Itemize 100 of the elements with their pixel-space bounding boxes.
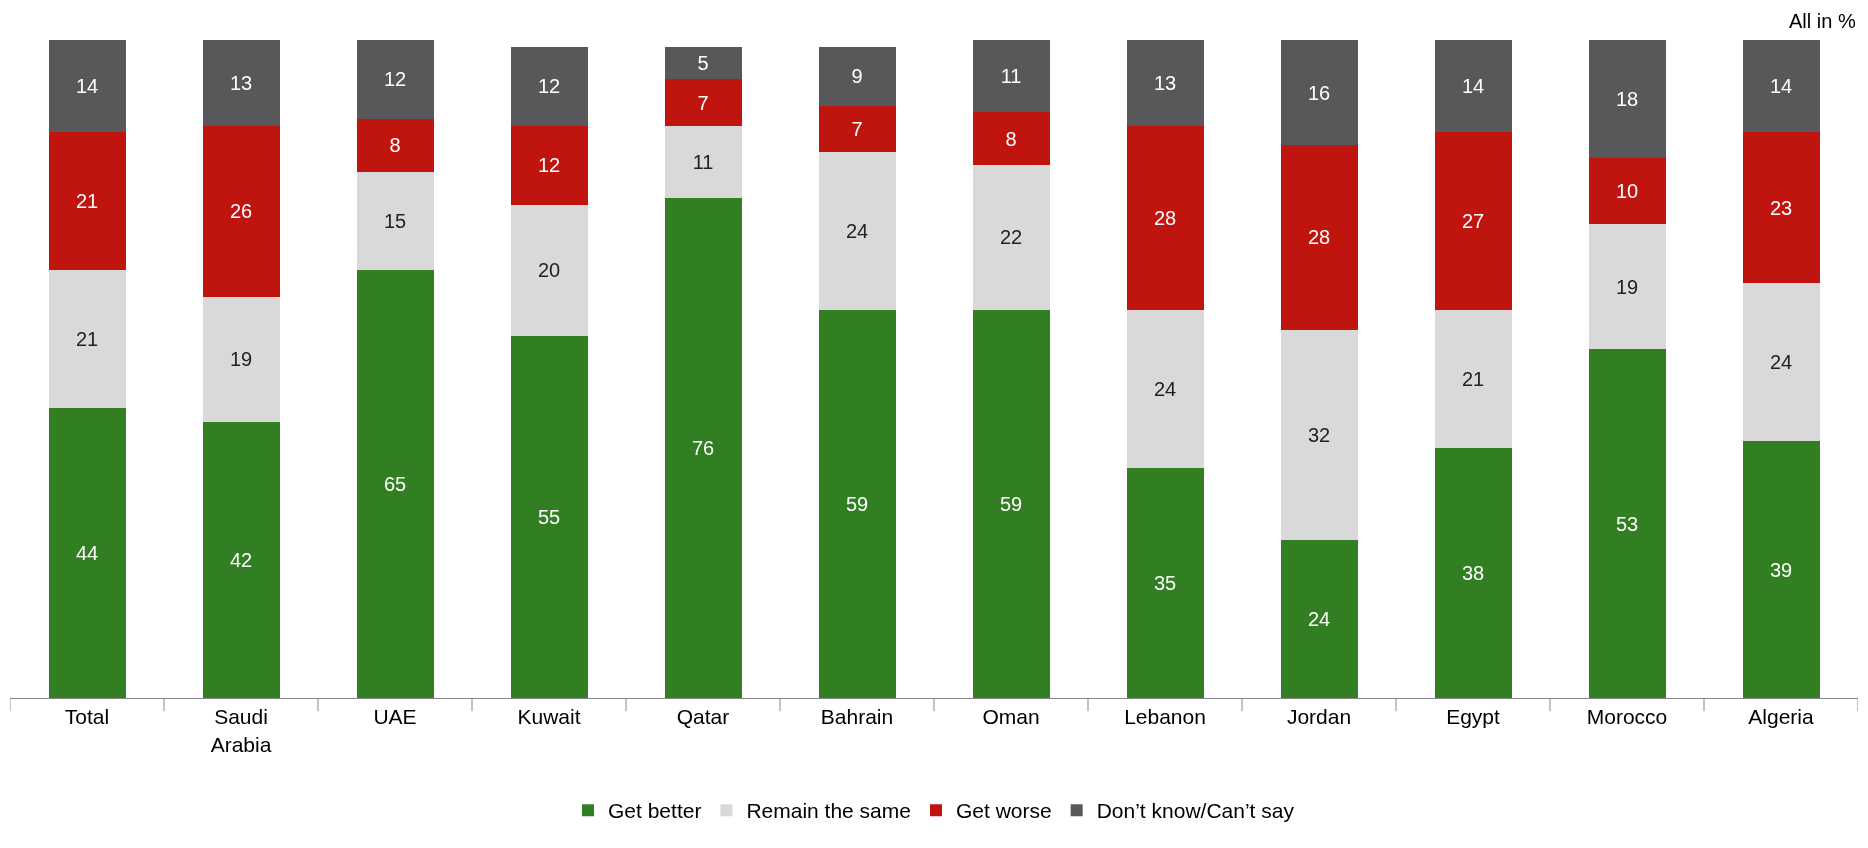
bar [356,40,434,119]
data-label: 21 [75,328,99,351]
bar [664,125,742,198]
bar [1126,309,1204,468]
bar [1742,40,1820,133]
data-label: 10 [1615,180,1639,203]
bar [818,105,896,152]
bar [972,309,1050,698]
data-label: 8 [389,134,401,157]
data-label: 5 [697,52,709,75]
data-label: 7 [697,91,709,114]
data-label: 8 [1005,127,1017,150]
text: All in % [1789,10,1856,32]
data-label: 28 [1307,226,1331,249]
data-label: 59 [845,492,869,515]
legend-label: Remain the same [746,799,911,823]
bar [818,309,896,698]
x-tick-label: Total [64,705,110,729]
data-label: 65 [383,473,407,496]
bar [1742,441,1820,698]
data-label: 24 [1307,608,1331,631]
bar [202,40,280,126]
x-tick-label: Lebanon [1124,705,1206,729]
data-label: 24 [1769,351,1793,374]
data-label: 13 [1153,71,1177,94]
data-label: 26 [229,200,253,223]
bar [1126,40,1204,126]
data-label: 21 [75,190,99,213]
data-label: 24 [1153,377,1177,400]
bar [1280,329,1358,541]
data-label: 76 [691,436,715,459]
bar [664,46,742,80]
bar [356,118,434,172]
bar [356,270,434,698]
data-label: 11 [692,150,714,173]
data-label: 11 [1000,65,1022,88]
legend-label: Get better [608,799,702,823]
data-label: 24 [845,219,869,242]
data-label: 14 [1769,75,1793,98]
x-tick-label: Kuwait [517,705,581,729]
bar [818,46,896,106]
data-label: 14 [75,75,99,98]
data-label: 13 [229,71,253,94]
data-label: 19 [1615,275,1639,298]
bar [1126,125,1204,310]
data-label: 18 [1615,88,1639,111]
data-label: 12 [383,68,407,91]
bar [1742,283,1820,442]
x-tick-label: Egypt [1446,705,1501,729]
bar [510,336,588,698]
bar [1588,158,1666,225]
bar [202,296,280,422]
bar [1280,40,1358,146]
bar [48,270,126,409]
bar [510,204,588,337]
data-label: 53 [1615,512,1639,535]
data-label: 32 [1307,423,1331,446]
bar [48,132,126,271]
x-tick-label: Qatar [676,705,730,729]
bar [1126,467,1204,698]
bar [48,40,126,133]
bar [664,197,742,698]
bar [48,408,126,698]
data-label: 27 [1461,209,1485,232]
data-label: 35 [1153,571,1177,594]
data-label: 55 [537,506,561,529]
bar [202,421,280,698]
data-label: 23 [1769,196,1793,219]
x-tick-label: Oman [982,705,1040,729]
bar [818,151,896,310]
data-label: 20 [537,259,561,282]
bar [1434,132,1512,310]
x-tick-label: Saudi Arabia [210,705,272,756]
x-tick-label: Algeria [1748,705,1814,729]
bar [356,171,434,271]
data-label: 21 [1461,367,1485,390]
bar [664,79,742,126]
x-tick-label: Morocco [1586,705,1668,729]
bar [1434,40,1512,133]
bar [1588,349,1666,698]
data-label: 15 [383,209,407,232]
data-label: 7 [851,117,863,140]
data-label: 59 [999,492,1023,515]
legend-label: Get worse [955,799,1052,823]
data-label: 38 [1461,561,1485,584]
bar [972,165,1050,310]
data-label: 42 [229,548,253,571]
data-label: 9 [851,65,863,88]
bar [510,125,588,205]
x-tick-label: UAE [373,705,417,729]
x-tick-label: Bahrain [820,705,894,729]
bar [1434,309,1512,448]
bar [1742,132,1820,284]
data-label: 14 [1461,75,1485,98]
bar [1434,447,1512,698]
bar [1280,540,1358,698]
data-label: 39 [1769,558,1793,581]
bar [972,112,1050,166]
x-tick-label: Jordan [1286,705,1352,729]
data-label: 16 [1307,81,1331,104]
